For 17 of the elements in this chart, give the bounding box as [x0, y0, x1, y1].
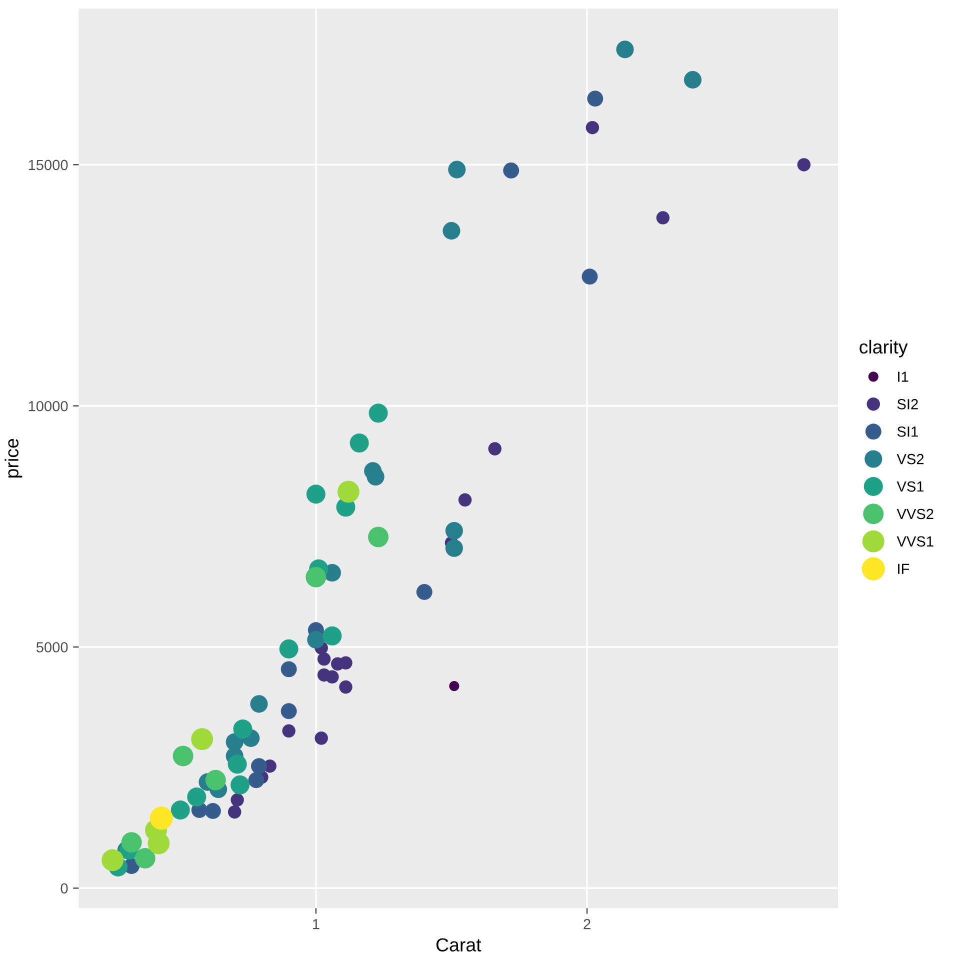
legend-title: clarity	[860, 340, 908, 358]
x-axis-title: Carat	[436, 938, 482, 952]
y-tick-label: 10000	[28, 400, 68, 412]
legend-label: SI2	[897, 399, 918, 410]
y-tick-label: 15000	[28, 160, 68, 170]
x-tick-label: 1	[312, 919, 320, 930]
y-tick-label: 0	[60, 883, 68, 894]
y-tick-label: 5000	[36, 642, 68, 652]
legend-label: VVS1	[896, 536, 934, 547]
x-tick-label: 2	[584, 918, 590, 930]
legend-label: VS2	[896, 454, 924, 464]
legend-label: I1	[898, 372, 908, 382]
legend-label: SI1	[897, 426, 918, 437]
y-axis-title: price	[4, 438, 22, 478]
legend-label: IF	[898, 564, 910, 574]
legend-label: VVS2	[896, 508, 934, 520]
legend-label: VS1	[896, 481, 924, 492]
